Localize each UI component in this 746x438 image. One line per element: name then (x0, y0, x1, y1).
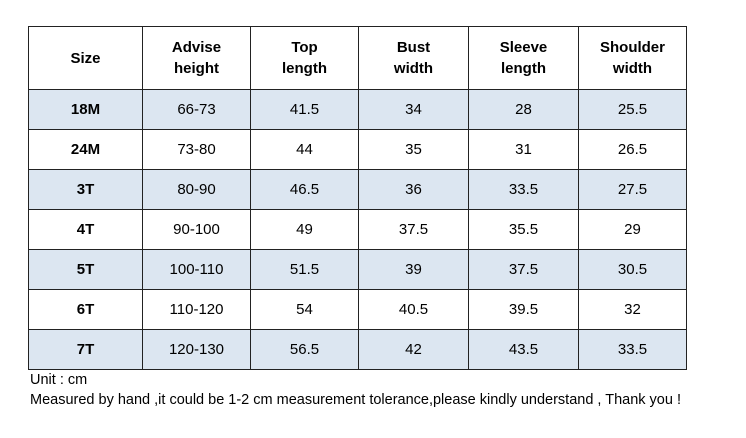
value-cell: 27.5 (578, 169, 687, 210)
header-line: length (282, 60, 327, 77)
header-line: Size (70, 49, 101, 67)
value-cell: 31 (468, 129, 579, 170)
table-row: 6T 110-120 54 40.5 39.5 32 (28, 289, 687, 330)
size-cell: 3T (28, 169, 143, 210)
table-row: 4T 90-100 49 37.5 35.5 29 (28, 209, 687, 250)
header-line: height (174, 60, 219, 77)
header-line: width (393, 60, 434, 77)
header-cell: Size (28, 26, 143, 90)
value-cell: 54 (250, 289, 359, 330)
size-cell: 24M (28, 129, 143, 170)
value-cell: 34 (358, 89, 469, 130)
value-cell: 25.5 (578, 89, 687, 130)
value-cell: 120-130 (142, 329, 251, 370)
header-line: length (501, 60, 546, 77)
value-cell: 42 (358, 329, 469, 370)
header-line: Shoulder (599, 39, 665, 56)
value-cell: 35.5 (468, 209, 579, 250)
value-cell: 32 (578, 289, 687, 330)
value-cell: 33.5 (578, 329, 687, 370)
value-cell: 80-90 (142, 169, 251, 210)
value-cell: 30.5 (578, 249, 687, 290)
size-cell: 6T (28, 289, 143, 330)
value-cell: 73-80 (142, 129, 251, 170)
size-table: Size Advise height Top length Bust width Sleeve… (28, 26, 687, 370)
unit-note: Unit : cm (30, 372, 88, 388)
value-cell: 41.5 (250, 89, 359, 130)
value-cell: 28 (468, 89, 579, 130)
value-cell: 51.5 (250, 249, 359, 290)
tolerance-note: Measured by hand ,it could be 1-2 cm mea… (30, 392, 681, 408)
value-cell: 40.5 (358, 289, 469, 330)
table-body: 18M 66-73 41.5 34 28 25.5 24M 73-80 44 35 31 26.5 3T… (28, 89, 687, 370)
header-line: Top (291, 39, 318, 56)
value-cell: 43.5 (468, 329, 579, 370)
value-cell: 39.5 (468, 289, 579, 330)
size-cell: 5T (28, 249, 143, 290)
table-row: 7T 120-130 56.5 42 43.5 33.5 (28, 329, 687, 370)
value-cell: 26.5 (578, 129, 687, 170)
value-cell: 37.5 (468, 249, 579, 290)
header-cell: Shoulder width (578, 26, 687, 90)
size-cell: 7T (28, 329, 143, 370)
header-line: Bust (396, 39, 431, 56)
size-cell: 4T (28, 209, 143, 250)
table-row: 18M 66-73 41.5 34 28 25.5 (28, 89, 687, 130)
header-row: Size Advise height Top length Bust width Sleeve… (28, 26, 687, 90)
value-cell: 49 (250, 209, 359, 250)
header-line: Advise (171, 39, 222, 56)
value-cell: 33.5 (468, 169, 579, 210)
value-cell: 110-120 (142, 289, 251, 330)
value-cell: 66-73 (142, 89, 251, 130)
value-cell: 36 (358, 169, 469, 210)
header-cell: Top length (250, 26, 359, 90)
value-cell: 39 (358, 249, 469, 290)
header-cell: Sleeve length (468, 26, 579, 90)
table-row: 5T 100-110 51.5 39 37.5 30.5 (28, 249, 687, 290)
header-cell: Advise height (142, 26, 251, 90)
header-line: width (612, 60, 653, 77)
value-cell: 46.5 (250, 169, 359, 210)
value-cell: 44 (250, 129, 359, 170)
value-cell: 100-110 (142, 249, 251, 290)
value-cell: 90-100 (142, 209, 251, 250)
value-cell: 29 (578, 209, 687, 250)
header-line: Sleeve (499, 39, 548, 56)
table-row: 3T 80-90 46.5 36 33.5 27.5 (28, 169, 687, 210)
header-cell: Bust width (358, 26, 469, 90)
size-cell: 18M (28, 89, 143, 130)
value-cell: 35 (358, 129, 469, 170)
value-cell: 56.5 (250, 329, 359, 370)
table-row: 24M 73-80 44 35 31 26.5 (28, 129, 687, 170)
value-cell: 37.5 (358, 209, 469, 250)
